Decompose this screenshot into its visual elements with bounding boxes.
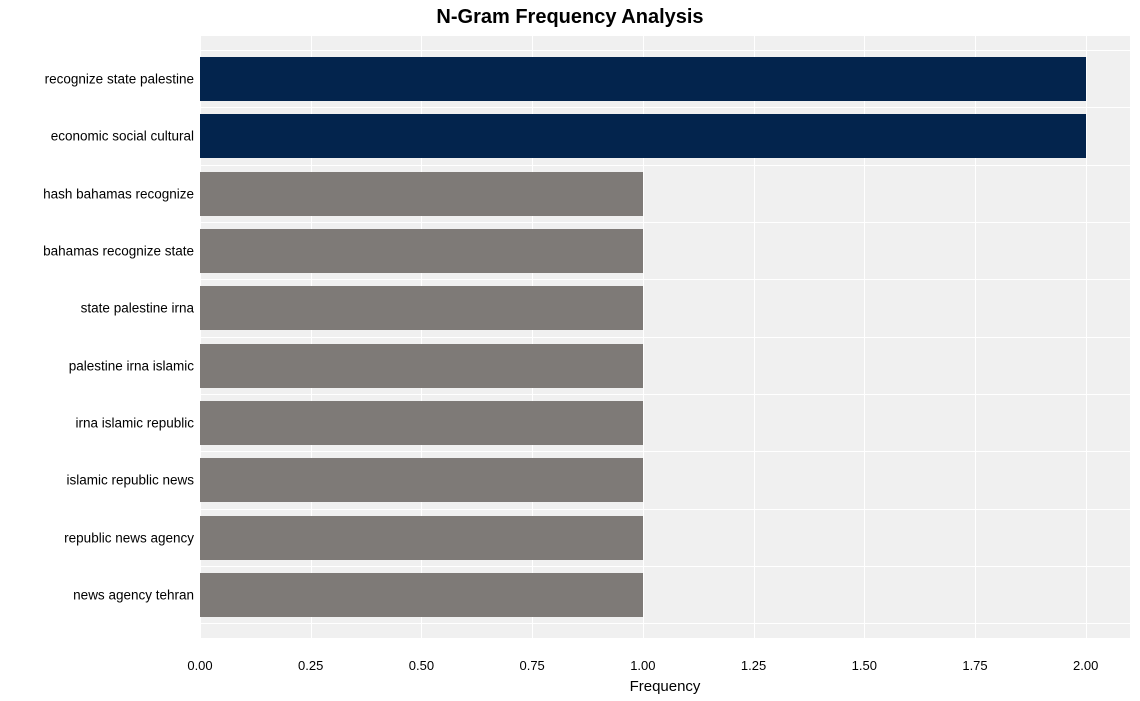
y-tick-label: republic news agency — [0, 530, 194, 545]
y-tick-label: news agency tehran — [0, 588, 194, 603]
x-tick-label: 1.75 — [962, 658, 987, 673]
x-tick-label: 2.00 — [1073, 658, 1098, 673]
x-axis-label: Frequency — [200, 678, 1130, 695]
y-tick-label: hash bahamas recognize — [0, 186, 194, 201]
row-gap — [200, 279, 1130, 280]
bar — [200, 344, 643, 388]
x-tick-label: 1.50 — [852, 658, 877, 673]
row-gap — [200, 451, 1130, 452]
bar — [200, 458, 643, 502]
y-tick-label: economic social cultural — [0, 129, 194, 144]
row-gap — [200, 222, 1130, 223]
bar — [200, 57, 1086, 101]
y-tick-label: islamic republic news — [0, 473, 194, 488]
x-tick-label: 0.00 — [187, 658, 212, 673]
bar — [200, 172, 643, 216]
row-gap — [200, 50, 1130, 51]
y-tick-label: irna islamic republic — [0, 416, 194, 431]
row-gap — [200, 394, 1130, 395]
row-gap — [200, 165, 1130, 166]
bar — [200, 229, 643, 273]
row-gap — [200, 509, 1130, 510]
bar — [200, 401, 643, 445]
x-tick-label: 1.25 — [741, 658, 766, 673]
y-tick-label: recognize state palestine — [0, 72, 194, 87]
bar — [200, 573, 643, 617]
bar — [200, 516, 643, 560]
row-gap — [200, 623, 1130, 624]
bar — [200, 286, 643, 330]
x-tick-label: 0.75 — [519, 658, 544, 673]
y-tick-label: state palestine irna — [0, 301, 194, 316]
row-gap — [200, 337, 1130, 338]
row-gap — [200, 566, 1130, 567]
chart-container: N-Gram Frequency Analysis Frequency reco… — [0, 0, 1140, 701]
x-tick-label: 0.25 — [298, 658, 323, 673]
x-tick-label: 1.00 — [630, 658, 655, 673]
y-tick-label: bahamas recognize state — [0, 244, 194, 259]
chart-title: N-Gram Frequency Analysis — [0, 6, 1140, 29]
y-tick-label: palestine irna islamic — [0, 358, 194, 373]
plot-area — [200, 36, 1130, 638]
row-gap — [200, 107, 1130, 108]
x-tick-label: 0.50 — [409, 658, 434, 673]
bar — [200, 114, 1086, 158]
